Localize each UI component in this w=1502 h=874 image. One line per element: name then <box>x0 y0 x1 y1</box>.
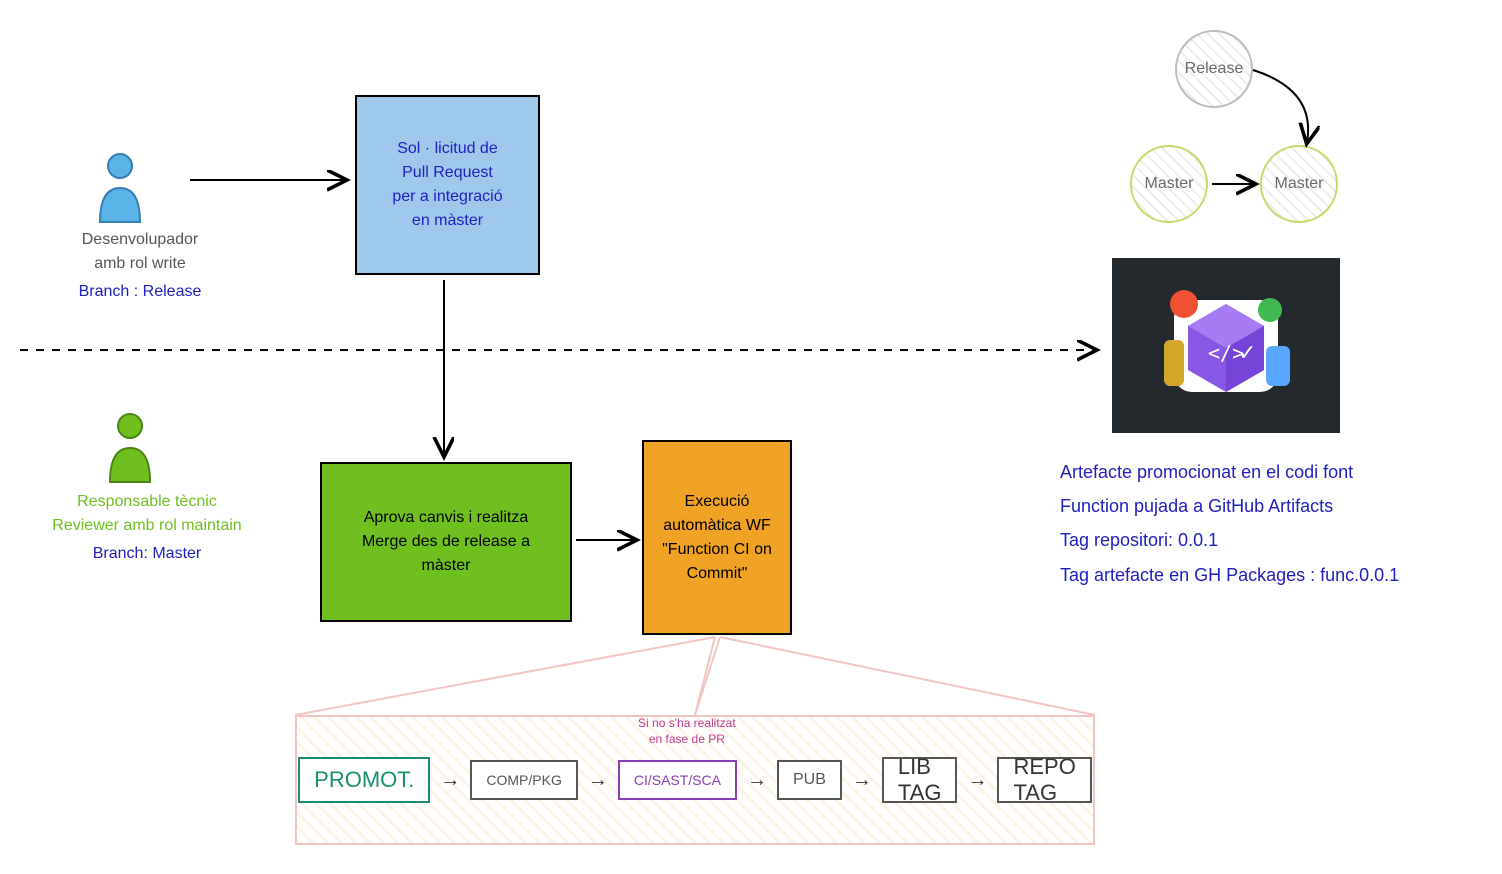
arrow-icon: → <box>440 769 460 792</box>
pipeline-step-label: PUB <box>793 771 826 789</box>
person-icon <box>90 150 150 225</box>
developer-title: Desenvolupador <box>55 228 225 252</box>
pipeline-step-label: CI/SAST/SCA <box>634 772 721 788</box>
arrow-icon: → <box>588 769 608 792</box>
developer-label: Desenvolupador amb rol write Branch : Re… <box>55 228 225 304</box>
pipeline-step-repotag: REPO TAG <box>997 757 1091 803</box>
result-line: Tag repositori: 0.0.1 <box>1060 523 1480 557</box>
pipeline-step-libtag: LIB TAG <box>882 757 958 803</box>
actions-cube-icon: </> ✓ <box>1146 276 1306 416</box>
developer-branch: Branch : Release <box>55 280 225 304</box>
approve-merge-text: Aprova canvis i realitza Merge des de re… <box>362 506 530 578</box>
reviewer-actor <box>100 410 160 490</box>
pipeline-step-label: REPO TAG <box>1013 754 1075 806</box>
approve-merge-box: Aprova canvis i realitza Merge des de re… <box>320 462 572 622</box>
result-line: Artefacte promocionat en el codi font <box>1060 455 1480 489</box>
pipeline-step-cisastsca: CI/SAST/SCA <box>618 760 737 800</box>
person-icon <box>100 410 160 485</box>
result-line: Function pujada a GitHub Artifacts <box>1060 489 1480 523</box>
reviewer-title: Responsable tècnic <box>32 490 262 514</box>
branch-master-source-label: Master <box>1145 175 1194 193</box>
pipeline-step-promot: PROMOT. <box>298 757 430 803</box>
branch-release-label: Release <box>1185 60 1244 78</box>
pipeline-step-label: LIB TAG <box>898 754 942 806</box>
workflow-execution-text: Execució automàtica WF "Function CI on C… <box>662 490 772 586</box>
pull-request-box: Sol · licitud de Pull Request per a inte… <box>355 95 540 275</box>
pipeline-container: PROMOT. → COMP/PKG → Si no s'ha realitza… <box>295 715 1095 845</box>
arrow-icon: → <box>747 769 767 792</box>
reviewer-label: Responsable tècnic Reviewer amb rol main… <box>32 490 262 566</box>
github-actions-logo: </> ✓ <box>1112 258 1340 433</box>
connector-wf-to-pipeline <box>295 635 1095 717</box>
reviewer-subtitle: Reviewer amb rol maintain <box>32 514 262 538</box>
branch-master-source-circle: Master <box>1130 145 1208 223</box>
result-text-block: Artefacte promocionat en el codi font Fu… <box>1060 455 1480 592</box>
developer-subtitle: amb rol write <box>55 252 225 276</box>
branch-release-circle: Release <box>1175 30 1253 108</box>
pipeline-step-label: PROMOT. <box>314 767 414 793</box>
reviewer-branch: Branch: Master <box>32 542 262 566</box>
pipeline-note: Si no s'ha realitzat en fase de PR <box>612 716 762 747</box>
pipeline-step-label: COMP/PKG <box>486 772 561 788</box>
pipeline-step-comppkg: COMP/PKG <box>470 760 577 800</box>
pull-request-text: Sol · licitud de Pull Request per a inte… <box>392 137 502 233</box>
arrow-icon: → <box>852 769 872 792</box>
workflow-execution-box: Execució automàtica WF "Function CI on C… <box>642 440 792 635</box>
branch-master-target-circle: Master <box>1260 145 1338 223</box>
arrow-release-to-master <box>1253 70 1308 142</box>
svg-text:✓: ✓ <box>1238 340 1256 365</box>
developer-actor <box>90 150 150 230</box>
branch-master-target-label: Master <box>1275 175 1324 193</box>
result-line: Tag artefacte en GH Packages : func.0.0.… <box>1060 558 1480 592</box>
arrow-icon: → <box>967 769 987 792</box>
pipeline-step-pub: PUB <box>777 760 842 800</box>
